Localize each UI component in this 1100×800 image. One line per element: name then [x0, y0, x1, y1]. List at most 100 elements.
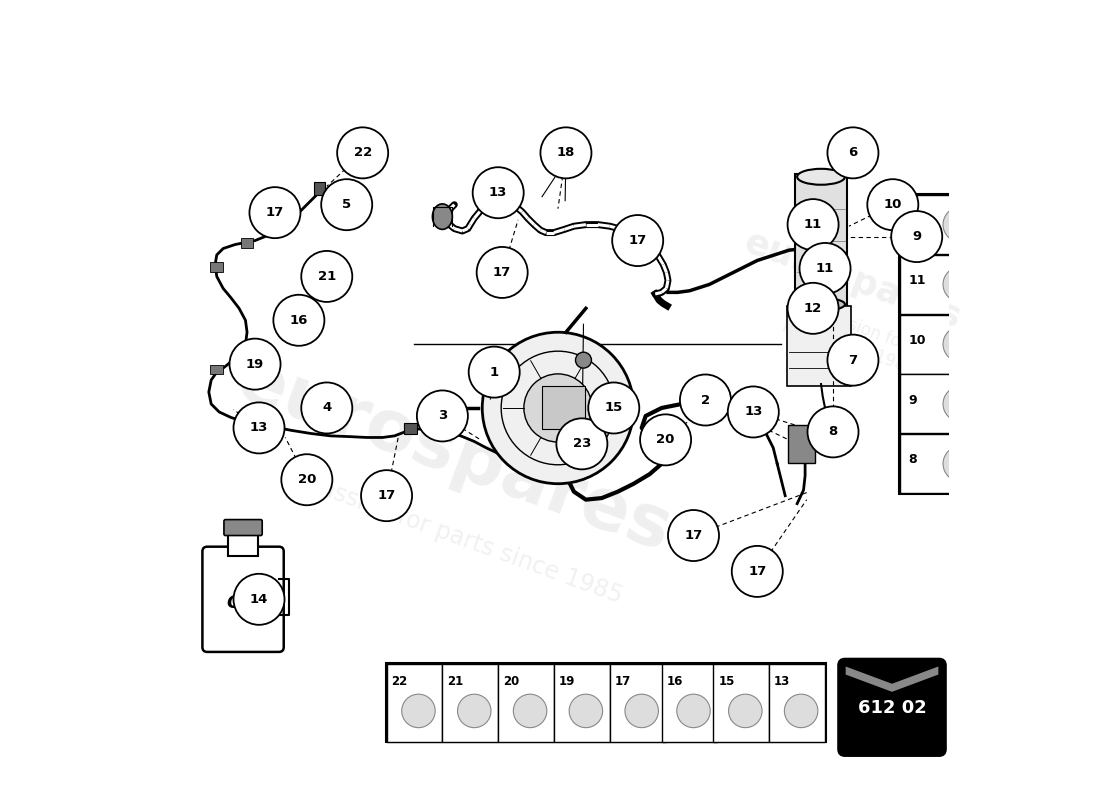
Circle shape	[680, 374, 732, 426]
FancyBboxPatch shape	[210, 262, 223, 272]
FancyBboxPatch shape	[210, 365, 223, 374]
Text: 21: 21	[448, 674, 463, 688]
Circle shape	[625, 694, 659, 728]
Text: 11: 11	[804, 218, 822, 231]
FancyBboxPatch shape	[498, 664, 554, 742]
Circle shape	[282, 454, 332, 506]
Text: 17: 17	[615, 674, 630, 688]
FancyBboxPatch shape	[386, 664, 442, 742]
Circle shape	[402, 694, 436, 728]
Ellipse shape	[432, 204, 452, 230]
FancyBboxPatch shape	[700, 388, 720, 420]
Circle shape	[233, 574, 285, 625]
Circle shape	[321, 179, 372, 230]
Text: eurospares: eurospares	[228, 346, 681, 566]
FancyBboxPatch shape	[202, 546, 284, 652]
Text: 23: 23	[573, 438, 591, 450]
Circle shape	[728, 694, 762, 728]
Circle shape	[788, 199, 838, 250]
Circle shape	[640, 414, 691, 466]
FancyBboxPatch shape	[788, 425, 815, 463]
Text: 10: 10	[883, 198, 902, 211]
Text: 13: 13	[250, 422, 268, 434]
Text: 20: 20	[657, 434, 674, 446]
FancyBboxPatch shape	[554, 664, 609, 742]
Circle shape	[301, 382, 352, 434]
Circle shape	[943, 446, 978, 482]
Text: 17: 17	[628, 234, 647, 247]
FancyBboxPatch shape	[404, 423, 417, 434]
Text: a passion for parts since 1985: a passion for parts since 1985	[283, 463, 626, 608]
Text: 9: 9	[912, 230, 922, 243]
Circle shape	[943, 386, 978, 422]
Text: eurospares: eurospares	[740, 226, 966, 335]
Ellipse shape	[798, 298, 845, 310]
Text: 612 02: 612 02	[858, 698, 926, 717]
FancyBboxPatch shape	[714, 664, 769, 742]
Text: 12: 12	[909, 214, 926, 227]
Polygon shape	[845, 666, 939, 693]
FancyBboxPatch shape	[769, 664, 825, 742]
Text: 18: 18	[557, 146, 575, 159]
FancyBboxPatch shape	[241, 238, 253, 248]
Text: 4: 4	[326, 399, 334, 412]
Text: OIL: OIL	[227, 594, 260, 612]
Text: 7: 7	[850, 351, 859, 364]
Text: 14: 14	[250, 593, 268, 606]
Text: 13: 13	[490, 186, 507, 199]
Ellipse shape	[798, 169, 845, 185]
Text: 18: 18	[564, 141, 583, 154]
Circle shape	[233, 402, 285, 454]
Circle shape	[575, 352, 592, 368]
Text: 16: 16	[289, 314, 308, 326]
Circle shape	[469, 346, 519, 398]
Text: 11: 11	[909, 274, 926, 287]
Text: 22: 22	[353, 146, 372, 159]
Text: 13: 13	[774, 674, 790, 688]
Circle shape	[728, 386, 779, 438]
Text: 2: 2	[701, 394, 710, 406]
Circle shape	[361, 470, 412, 521]
FancyBboxPatch shape	[900, 195, 998, 254]
Circle shape	[943, 326, 978, 362]
Circle shape	[668, 510, 719, 561]
Text: 4: 4	[322, 402, 331, 414]
Circle shape	[557, 418, 607, 470]
Text: 6: 6	[848, 146, 858, 159]
Circle shape	[891, 211, 943, 262]
Circle shape	[476, 247, 528, 298]
Circle shape	[337, 127, 388, 178]
Circle shape	[807, 406, 858, 458]
Text: 7: 7	[848, 354, 858, 366]
Text: 21: 21	[318, 270, 336, 283]
Circle shape	[800, 243, 850, 294]
Text: 17: 17	[493, 266, 512, 279]
Circle shape	[540, 127, 592, 178]
Text: 5: 5	[346, 193, 355, 206]
FancyBboxPatch shape	[542, 386, 585, 430]
Text: 15: 15	[718, 674, 735, 688]
Text: 19: 19	[559, 674, 575, 688]
FancyBboxPatch shape	[900, 255, 998, 314]
FancyBboxPatch shape	[442, 664, 498, 742]
Text: 13: 13	[744, 406, 762, 418]
FancyBboxPatch shape	[900, 434, 998, 494]
Text: 15: 15	[605, 402, 623, 414]
Circle shape	[458, 694, 491, 728]
FancyBboxPatch shape	[838, 659, 945, 755]
Text: 17: 17	[748, 565, 767, 578]
Text: 1: 1	[490, 366, 498, 378]
FancyBboxPatch shape	[794, 174, 847, 306]
FancyBboxPatch shape	[224, 519, 262, 535]
Circle shape	[788, 283, 838, 334]
Text: 11: 11	[816, 262, 834, 275]
Text: 19: 19	[246, 358, 264, 370]
FancyBboxPatch shape	[900, 374, 998, 434]
Circle shape	[943, 207, 978, 242]
Circle shape	[524, 374, 592, 442]
Circle shape	[676, 694, 711, 728]
FancyBboxPatch shape	[661, 664, 717, 742]
Text: 9: 9	[909, 394, 917, 406]
Text: 10: 10	[909, 334, 926, 346]
Circle shape	[274, 294, 324, 346]
